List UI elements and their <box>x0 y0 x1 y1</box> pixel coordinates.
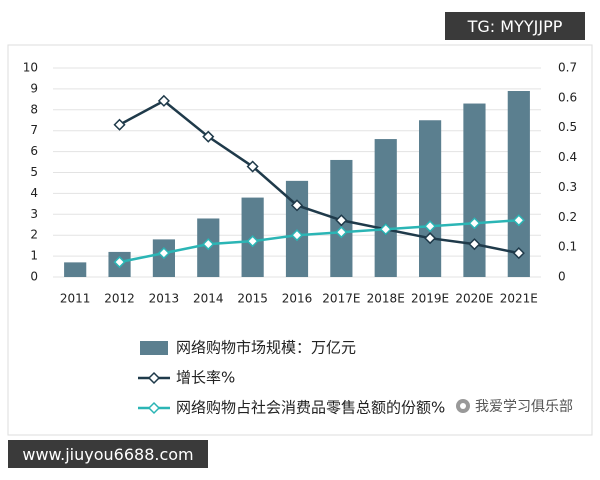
x-tick-label: 2020E <box>455 292 493 306</box>
x-tick-label: 2014 <box>193 292 224 306</box>
line-marker <box>424 220 437 233</box>
line-marker <box>379 223 392 236</box>
y-tick-label: 0 <box>30 270 38 284</box>
y2-tick-label: 0 <box>558 270 566 284</box>
bar <box>507 90 530 278</box>
line-marker <box>113 118 126 131</box>
y-tick-label: 9 <box>30 81 38 95</box>
x-tick-label: 2017E <box>322 292 360 306</box>
logo-icon <box>456 399 470 413</box>
line-marker <box>246 160 259 173</box>
bar <box>419 120 442 277</box>
x-tick-label: 2013 <box>149 292 180 306</box>
bar <box>64 262 87 277</box>
line-marker <box>290 229 304 242</box>
y-tick-label: 7 <box>30 123 38 137</box>
legend-label: 网络购物占社会消费品零售总额的份额% <box>176 399 445 417</box>
bottom-badge: www.jiuyou6688.com <box>8 440 208 468</box>
line-marker <box>157 94 170 107</box>
line-marker <box>147 401 161 415</box>
y-tick-label: 4 <box>30 186 38 200</box>
y2-tick-label: 0.4 <box>558 150 577 164</box>
line <box>119 219 519 264</box>
y-tick-label: 8 <box>30 102 38 116</box>
line-marker <box>468 217 481 230</box>
line-marker <box>335 214 348 227</box>
x-tick-label: 2012 <box>104 292 135 306</box>
y-tick-label: 3 <box>30 207 38 221</box>
y-tick-label: 6 <box>30 144 38 158</box>
legend-swatch <box>140 341 168 355</box>
y2-tick-label: 0.5 <box>558 120 577 134</box>
line-marker <box>246 235 259 248</box>
y-tick-label: 2 <box>30 228 38 242</box>
y-tick-label: 1 <box>30 249 38 263</box>
x-tick-label: 2015 <box>237 292 268 306</box>
x-tick-label: 2021E <box>500 292 538 306</box>
bar <box>285 180 309 277</box>
x-tick-label: 2011 <box>60 292 91 306</box>
line-marker <box>157 247 170 260</box>
line <box>118 99 520 255</box>
line-marker <box>335 226 348 239</box>
y2-tick-label: 0.2 <box>558 210 577 224</box>
y2-tick-label: 0.7 <box>558 61 577 75</box>
y-tick-label: 10 <box>23 61 38 75</box>
legend-label: 网络购物市场规模：万亿元 <box>176 339 356 357</box>
bar <box>374 139 397 277</box>
logo-text: 我爱学习俱乐部 <box>475 399 573 415</box>
y-tick-label: 5 <box>30 165 38 179</box>
x-tick-label: 2019E <box>411 292 449 306</box>
line-marker <box>147 371 161 385</box>
y2-tick-label: 0.1 <box>558 240 577 254</box>
y2-tick-label: 0.6 <box>558 90 577 104</box>
y2-tick-label: 0.3 <box>558 180 577 194</box>
line-marker <box>290 199 304 212</box>
line-marker <box>468 238 481 251</box>
line-marker <box>202 130 215 143</box>
line-marker <box>424 232 437 245</box>
line-marker <box>512 214 525 227</box>
line-marker <box>113 256 126 269</box>
top-badge: TG: MYYJJPP <box>445 12 585 40</box>
x-tick-label: 2016 <box>282 292 313 306</box>
line-marker <box>512 247 525 260</box>
legend-label: 增长率% <box>176 369 235 387</box>
x-tick-label: 2018E <box>367 292 405 306</box>
line-marker <box>202 238 215 251</box>
bar <box>463 103 486 277</box>
logo: 我爱学习俱乐部 <box>455 396 573 416</box>
